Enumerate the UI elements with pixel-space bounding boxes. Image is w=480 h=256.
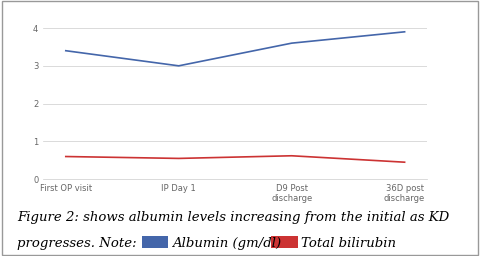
Text: Albumin (gm/dl): Albumin (gm/dl)	[172, 237, 281, 250]
Text: Total bilirubin: Total bilirubin	[301, 237, 396, 250]
Text: progresses. Note:: progresses. Note:	[17, 237, 136, 250]
Text: Figure 2: shows albumin levels increasing from the initial as KD: Figure 2: shows albumin levels increasin…	[17, 211, 449, 224]
